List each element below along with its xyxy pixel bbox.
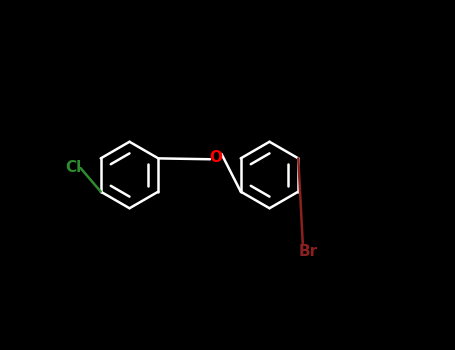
Text: Cl: Cl (66, 161, 81, 175)
Text: Br: Br (298, 245, 318, 259)
Text: O: O (209, 150, 222, 165)
